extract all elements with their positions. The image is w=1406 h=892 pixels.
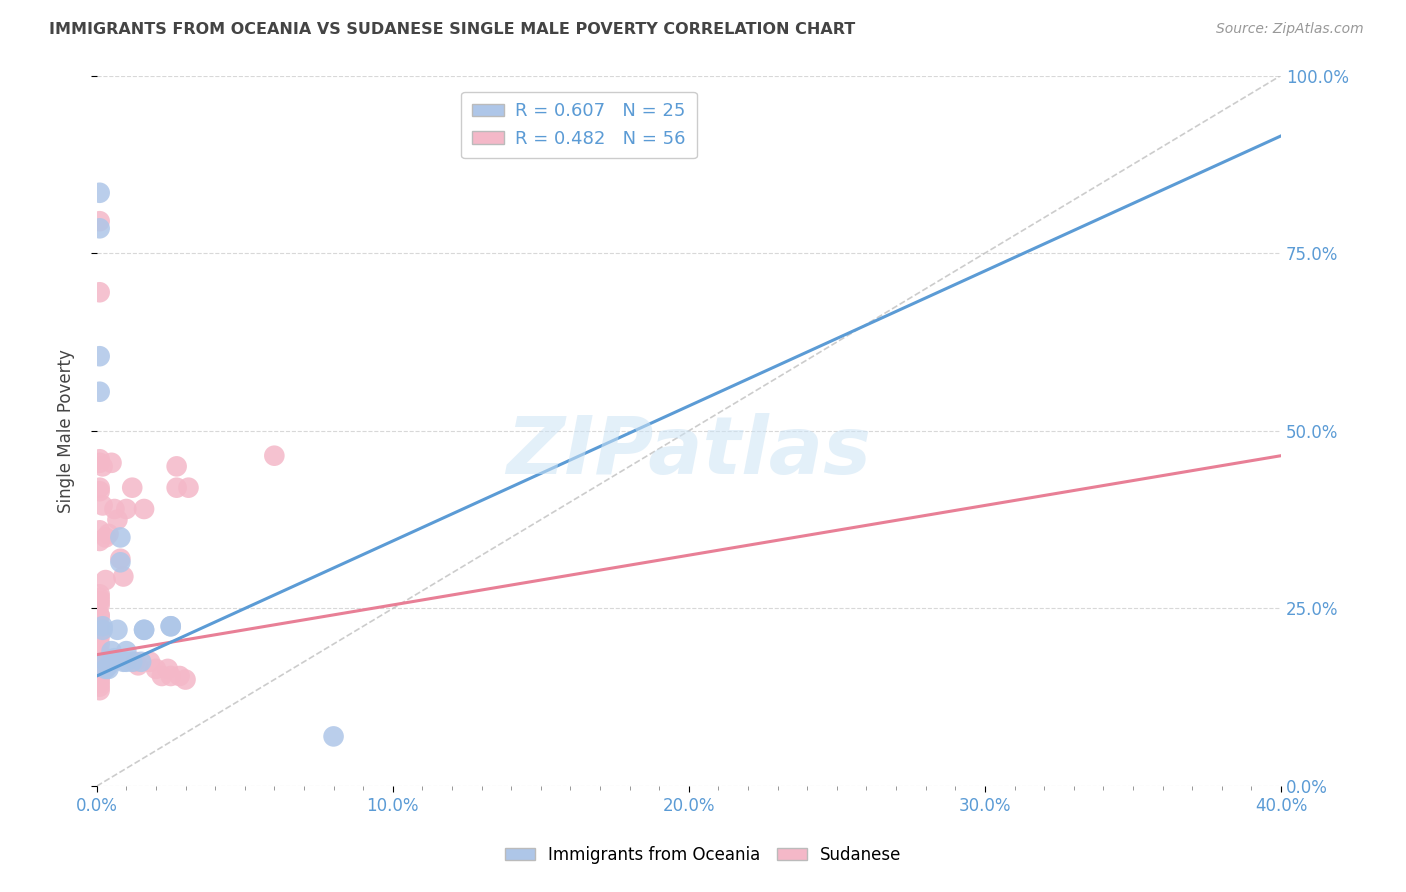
Point [132,623,155,637]
Point [89,676,111,690]
Point [107,513,129,527]
Point [132,623,155,637]
Point [89,608,111,623]
Point [110,530,132,544]
Point [115,655,138,669]
Point [89,626,111,640]
Point [89,456,111,470]
Point [89,349,111,363]
Point [89,452,111,467]
Point [91,619,114,633]
Point [89,214,111,228]
Point [112,569,135,583]
Point [89,619,111,633]
Point [132,502,155,516]
Point [89,673,111,687]
Point [89,630,111,644]
Point [89,655,111,669]
Point [100,644,122,658]
Point [124,655,146,669]
Point [139,655,162,669]
Point [97,662,120,676]
Point [159,669,181,683]
Point [89,665,111,680]
Point [89,644,111,658]
Point [129,655,152,669]
Point [89,637,111,651]
Point [121,481,143,495]
Point [89,594,111,608]
Y-axis label: Single Male Poverty: Single Male Poverty [58,349,75,513]
Point [110,551,132,566]
Point [89,221,111,235]
Point [89,533,111,548]
Point [89,658,111,673]
Point [91,623,114,637]
Point [112,655,135,669]
Point [89,591,111,605]
Point [100,456,122,470]
Point [103,502,125,516]
Point [89,669,111,683]
Point [322,730,344,744]
Text: IMMIGRANTS FROM OCEANIA VS SUDANESE SINGLE MALE POVERTY CORRELATION CHART: IMMIGRANTS FROM OCEANIA VS SUDANESE SING… [49,22,855,37]
Point [156,662,179,676]
Point [89,608,111,623]
Point [89,524,111,538]
Point [89,186,111,200]
Point [89,587,111,601]
Point [89,648,111,662]
Point [177,481,200,495]
Point [94,530,117,544]
Point [103,651,125,665]
Point [94,573,117,587]
Point [97,658,120,673]
Legend: R = 0.607   N = 25, R = 0.482   N = 56: R = 0.607 N = 25, R = 0.482 N = 56 [461,92,696,159]
Point [159,619,181,633]
Text: Source: ZipAtlas.com: Source: ZipAtlas.com [1216,22,1364,37]
Point [89,651,111,665]
Point [174,673,197,687]
Point [263,449,285,463]
Point [107,623,129,637]
Point [89,680,111,694]
Point [121,655,143,669]
Point [89,598,111,612]
Point [150,669,173,683]
Point [145,662,167,676]
Point [89,384,111,399]
Point [91,459,114,474]
Point [94,655,117,669]
Point [89,481,111,495]
Text: ZIPatlas: ZIPatlas [506,413,872,491]
Point [127,658,149,673]
Point [89,484,111,499]
Point [166,459,188,474]
Point [169,669,191,683]
Point [89,285,111,300]
Point [115,502,138,516]
Point [91,499,114,513]
Point [115,644,138,658]
Point [89,683,111,698]
Point [166,481,188,495]
Legend: Immigrants from Oceania, Sudanese: Immigrants from Oceania, Sudanese [498,839,908,871]
Point [110,555,132,569]
Point [159,619,181,633]
Point [89,662,111,676]
Point [94,662,117,676]
Point [97,527,120,541]
